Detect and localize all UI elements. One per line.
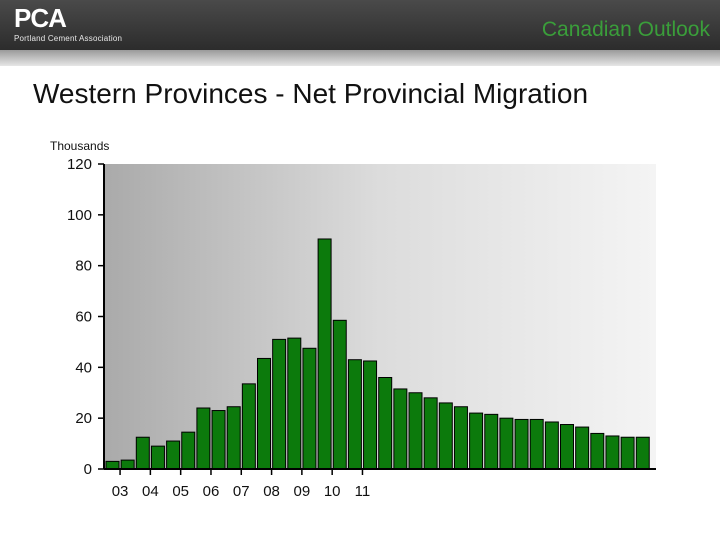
bar-6: [196, 407, 211, 470]
bar-22: [438, 402, 453, 470]
bar-20: [408, 392, 423, 470]
bar-15: [332, 319, 347, 470]
bar-16: [347, 359, 362, 470]
bar-9: [241, 383, 256, 470]
bar-4: [166, 440, 181, 470]
bar-27: [514, 418, 529, 470]
x-tick-label: 04: [142, 483, 159, 500]
bar-30: [560, 424, 574, 470]
bar-12: [287, 337, 302, 470]
y-tick-label: 60: [75, 309, 92, 326]
bar-7: [211, 410, 226, 470]
pca-logo: PCA Portland Cement Association: [14, 4, 122, 43]
bar-18: [378, 377, 393, 470]
bar-29: [544, 421, 559, 470]
slide-title: Western Provinces - Net Provincial Migra…: [33, 78, 589, 109]
y-axis-label: Thousands: [50, 139, 109, 153]
bar-2: [135, 436, 150, 470]
bar-8: [226, 406, 241, 470]
bar-35: [635, 436, 650, 470]
x-tick-label: 11: [355, 483, 371, 500]
y-tick-label: 20: [75, 410, 92, 427]
bar-21: [423, 397, 438, 470]
x-tick-label: 03: [112, 483, 129, 500]
bar-23: [453, 406, 468, 470]
bar-10: [257, 357, 271, 470]
bar-14: [317, 238, 332, 470]
logo-mark: PCA: [14, 3, 67, 33]
bar-17: [363, 360, 378, 470]
y-tick-label: 100: [67, 207, 92, 224]
bar-1: [120, 459, 135, 470]
header-bar: PCA Portland Cement Association Canadian…: [0, 0, 720, 50]
bar-5: [181, 431, 196, 470]
logo-subtext: Portland Cement Association: [14, 34, 123, 43]
bar-24: [469, 412, 484, 470]
y-tick-label: 40: [75, 359, 92, 376]
section-title: Canadian Outlook: [541, 18, 710, 41]
x-tick-label: 05: [172, 483, 189, 500]
y-tick-label: 120: [67, 156, 92, 173]
header-divider-band: [0, 50, 720, 66]
bar-33: [605, 435, 620, 470]
bar-26: [499, 417, 514, 470]
bar-19: [393, 388, 408, 470]
bar-34: [620, 436, 635, 470]
y-ticks-group: 0 20 40 60 80 100 120: [67, 156, 104, 478]
y-tick-label: 0: [84, 461, 92, 478]
bars-group: [105, 238, 650, 470]
bar-25: [484, 413, 499, 470]
x-tick-label: 09: [294, 483, 311, 500]
x-tick-label: 10: [324, 483, 341, 500]
x-tick-label: 07: [233, 483, 250, 500]
y-tick-label: 80: [75, 258, 92, 275]
bar-0: [105, 460, 120, 470]
bar-32: [590, 432, 605, 470]
bar-13: [302, 347, 317, 470]
x-ticks-group: 03 04 05 06 07 08 09 10 11: [112, 469, 371, 500]
x-tick-label: 06: [203, 483, 220, 500]
bar-3: [150, 445, 165, 470]
bar-31: [575, 426, 590, 470]
bar-28: [529, 418, 544, 470]
bar-11: [272, 338, 287, 470]
x-tick-label: 08: [263, 483, 280, 500]
